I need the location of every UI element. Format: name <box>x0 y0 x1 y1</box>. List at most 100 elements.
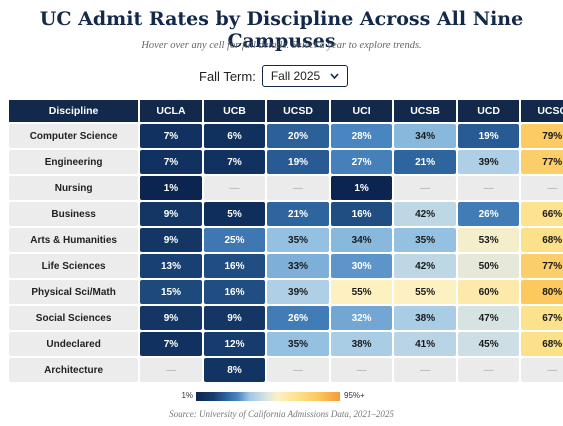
rate-cell[interactable]: 39% <box>457 150 520 174</box>
rate-cell[interactable]: 13% <box>140 254 202 278</box>
rate-cell[interactable]: 9% <box>140 306 202 330</box>
empty-cell[interactable]: — <box>330 358 393 382</box>
empty-cell[interactable]: — <box>140 358 202 382</box>
rate-cell[interactable]: 7% <box>140 150 202 174</box>
rate-cell[interactable]: 30% <box>330 254 393 278</box>
rate-cell[interactable]: 33% <box>267 254 329 278</box>
rate-cell[interactable]: 5% <box>203 202 266 226</box>
rate-cell[interactable]: 55% <box>394 280 456 304</box>
rate-cell[interactable]: 25% <box>203 228 266 252</box>
row-label: Arts & Humanities <box>9 228 139 252</box>
title: UC Admit Rates by Discipline Across All … <box>39 8 524 52</box>
rate-cell[interactable]: 19% <box>457 124 520 148</box>
empty-cell[interactable]: — <box>457 176 520 200</box>
term-value: Fall 2025 <box>270 69 321 83</box>
legend-max: 95%+ <box>344 391 365 400</box>
rate-cell[interactable]: 15% <box>140 280 202 304</box>
rate-cell[interactable]: 39% <box>267 280 329 304</box>
rate-cell[interactable]: 45% <box>457 332 520 356</box>
rate-cell[interactable]: 35% <box>267 332 329 356</box>
rate-cell[interactable]: 53% <box>457 228 520 252</box>
empty-cell[interactable]: — <box>267 358 329 382</box>
empty-cell[interactable]: — <box>203 176 266 200</box>
table-wrap: DisciplineUCLAUCBUCSDUCIUCSBUCDUCSCCompu… <box>7 98 563 384</box>
rate-cell[interactable]: 38% <box>330 332 393 356</box>
rate-cell[interactable]: 35% <box>267 228 329 252</box>
empty-cell[interactable]: — <box>521 358 563 382</box>
rate-cell[interactable]: 42% <box>394 254 456 278</box>
rate-cell[interactable]: 21% <box>267 202 329 226</box>
rate-cell[interactable]: 7% <box>203 150 266 174</box>
row-label: Computer Science <box>9 124 139 148</box>
empty-cell[interactable]: — <box>267 176 329 200</box>
row-label: Life Sciences <box>9 254 139 278</box>
column-header: UCSD <box>267 100 329 122</box>
rate-cell[interactable]: 35% <box>394 228 456 252</box>
rate-cell[interactable]: 27% <box>330 150 393 174</box>
rate-cell[interactable]: 26% <box>267 306 329 330</box>
table-row: Physical Sci/Math 15% 16% 39% 55% 55% 60% 80% <box>9 280 563 304</box>
rate-cell[interactable]: 79% <box>521 124 563 148</box>
column-header: UCLA <box>140 100 202 122</box>
empty-cell[interactable]: — <box>457 358 520 382</box>
table-row: Engineering 7% 7% 19% 27% 21% 39% 77% <box>9 150 563 174</box>
term-select[interactable]: Fall 2025 <box>261 65 348 87</box>
source: Source: University of California Admissi… <box>169 409 394 419</box>
rate-cell[interactable]: 21% <box>394 150 456 174</box>
rate-cell[interactable]: 12% <box>203 332 266 356</box>
subtitle: Hover over any cell for full details. Se… <box>141 40 422 51</box>
dropdown-arrow <box>330 73 339 79</box>
rate-cell[interactable]: 16% <box>330 202 393 226</box>
rate-cell[interactable]: 55% <box>330 280 393 304</box>
rate-cell[interactable]: 47% <box>457 306 520 330</box>
rate-cell[interactable]: 67% <box>521 306 563 330</box>
table-row: Undeclared 7% 12% 35% 38% 41% 45% 68% <box>9 332 563 356</box>
rate-cell[interactable]: 1% <box>330 176 393 200</box>
rate-cell[interactable]: 41% <box>394 332 456 356</box>
rate-cell[interactable]: 42% <box>394 202 456 226</box>
rate-cell[interactable]: 80% <box>521 280 563 304</box>
rate-cell[interactable]: 68% <box>521 332 563 356</box>
rate-cell[interactable]: 32% <box>330 306 393 330</box>
table-row: Computer Science 7% 6% 20% 28% 34% 19% 79% <box>9 124 563 148</box>
rate-cell[interactable]: 6% <box>203 124 266 148</box>
rate-cell[interactable]: 66% <box>521 202 563 226</box>
rate-cell[interactable]: 77% <box>521 254 563 278</box>
table-row: Social Sciences 9% 9% 26% 32% 38% 47% 67% <box>9 306 563 330</box>
rate-cell[interactable]: 7% <box>140 124 202 148</box>
rate-cell[interactable]: 1% <box>140 176 202 200</box>
column-header: Discipline <box>9 100 139 122</box>
term-label: Fall Term: <box>199 68 256 84</box>
rate-cell[interactable]: 8% <box>203 358 266 382</box>
empty-cell[interactable]: — <box>394 176 456 200</box>
rate-cell[interactable]: 16% <box>203 254 266 278</box>
row-label: Business <box>9 202 139 226</box>
row-label: Architecture <box>9 358 139 382</box>
empty-cell[interactable]: — <box>521 176 563 200</box>
row-label: Engineering <box>9 150 139 174</box>
rate-cell[interactable]: 77% <box>521 150 563 174</box>
rate-cell[interactable]: 38% <box>394 306 456 330</box>
column-header: UCI <box>330 100 393 122</box>
rate-cell[interactable]: 7% <box>140 332 202 356</box>
rate-cell[interactable]: 9% <box>203 306 266 330</box>
heatmap-table: DisciplineUCLAUCBUCSDUCIUCSBUCDUCSCCompu… <box>7 98 563 384</box>
column-header: UCB <box>203 100 266 122</box>
rate-cell[interactable]: 60% <box>457 280 520 304</box>
rate-cell[interactable]: 34% <box>330 228 393 252</box>
rate-cell[interactable]: 20% <box>267 124 329 148</box>
rate-cell[interactable]: 19% <box>267 150 329 174</box>
rate-cell[interactable]: 50% <box>457 254 520 278</box>
rate-cell[interactable]: 16% <box>203 280 266 304</box>
rate-cell[interactable]: 34% <box>394 124 456 148</box>
rate-cell[interactable]: 26% <box>457 202 520 226</box>
rate-cell[interactable]: 9% <box>140 228 202 252</box>
rate-cell[interactable]: 68% <box>521 228 563 252</box>
column-header: UCD <box>457 100 520 122</box>
table-row: Business 9% 5% 21% 16% 42% 26% 66% <box>9 202 563 226</box>
empty-cell[interactable]: — <box>394 358 456 382</box>
rate-cell[interactable]: 9% <box>140 202 202 226</box>
rate-cell[interactable]: 28% <box>330 124 393 148</box>
